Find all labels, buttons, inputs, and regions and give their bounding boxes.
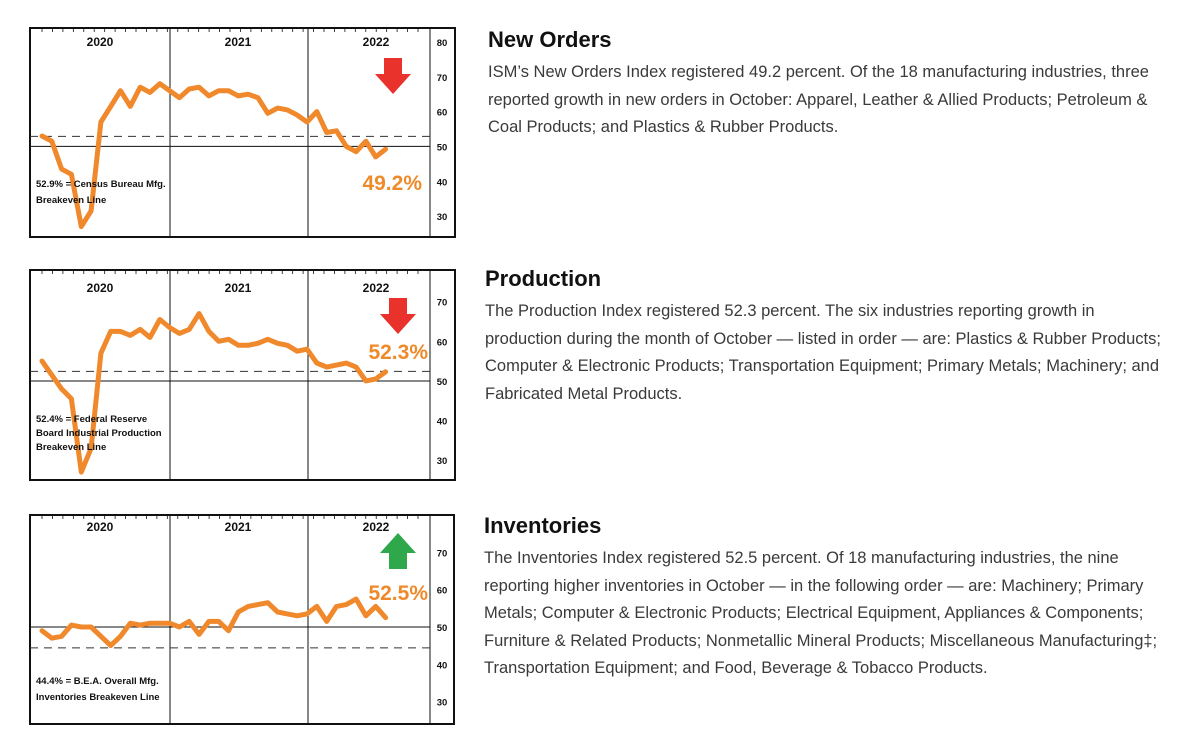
year-label: 2022 bbox=[363, 35, 390, 49]
new-orders-chart: 2020 2021 2022 30 40 50 60 70 80 52.9% = Census B… bbox=[29, 27, 456, 238]
breakeven-label: Inventories Breakeven Line bbox=[36, 692, 160, 703]
data-series-line bbox=[39, 596, 389, 649]
y-tick-label: 50 bbox=[437, 623, 448, 634]
breakeven-label: 52.9% = Census Bureau Mfg. bbox=[36, 179, 166, 190]
inventories-text: Inventories The Inventories Index regist… bbox=[484, 513, 1164, 683]
year-label: 2021 bbox=[225, 35, 252, 49]
year-label: 2022 bbox=[363, 281, 390, 295]
breakeven-label: 44.4% = B.E.A. Overall Mfg. bbox=[36, 676, 159, 687]
current-value-label: 49.2% bbox=[362, 172, 422, 195]
arrow-up-icon bbox=[380, 533, 416, 569]
current-value-label: 52.5% bbox=[368, 582, 428, 605]
arrow-down-icon bbox=[380, 298, 416, 334]
y-tick-label: 60 bbox=[437, 586, 448, 597]
y-tick-label: 60 bbox=[437, 108, 448, 119]
y-tick-label: 50 bbox=[437, 377, 448, 388]
section-heading: Inventories bbox=[484, 513, 602, 538]
y-tick-label: 70 bbox=[437, 298, 448, 309]
production-chart: 2020 2021 2022 30 40 50 60 70 52.4% = Federal Re… bbox=[29, 269, 456, 481]
y-tick-label: 40 bbox=[437, 177, 448, 188]
section-heading: New Orders bbox=[488, 27, 612, 52]
breakeven-label: Board Industrial Production bbox=[36, 428, 162, 439]
data-series-line bbox=[39, 311, 389, 475]
breakeven-label: 52.4% = Federal Reserve bbox=[36, 414, 147, 425]
y-tick-label: 30 bbox=[437, 212, 448, 223]
y-tick-label: 40 bbox=[437, 417, 448, 428]
y-tick-label: 30 bbox=[437, 698, 448, 709]
y-tick-label: 40 bbox=[437, 660, 448, 671]
year-label: 2021 bbox=[225, 281, 252, 295]
y-tick-label: 60 bbox=[437, 337, 448, 348]
data-series-line bbox=[39, 81, 389, 230]
new-orders-text: New Orders ISM’s New Orders Index regist… bbox=[488, 27, 1168, 142]
y-tick-label: 30 bbox=[437, 456, 448, 467]
y-tick-label: 80 bbox=[437, 38, 448, 49]
year-label: 2021 bbox=[225, 520, 252, 534]
section-body: The Inventories Index registered 52.5 pe… bbox=[484, 549, 1158, 677]
inventories-chart: 2020 2021 2022 30 40 50 60 70 44.4% = B.E.A. Ove… bbox=[29, 514, 455, 725]
year-label: 2022 bbox=[363, 520, 390, 534]
year-label: 2020 bbox=[87, 281, 114, 295]
production-text: Production The Production Index register… bbox=[485, 266, 1165, 408]
year-label: 2020 bbox=[87, 35, 114, 49]
y-tick-label: 50 bbox=[437, 142, 448, 153]
breakeven-label: Breakeven Line bbox=[36, 442, 106, 453]
arrow-down-icon bbox=[375, 58, 411, 94]
y-tick-label: 70 bbox=[437, 73, 448, 84]
current-value-label: 52.3% bbox=[368, 341, 428, 364]
year-label: 2020 bbox=[87, 520, 114, 534]
y-tick-label: 70 bbox=[437, 548, 448, 559]
section-body: ISM’s New Orders Index registered 49.2 p… bbox=[488, 63, 1149, 136]
section-heading: Production bbox=[485, 266, 602, 291]
section-body: The Production Index registered 52.3 per… bbox=[485, 302, 1161, 403]
breakeven-label: Breakeven Line bbox=[36, 195, 106, 206]
